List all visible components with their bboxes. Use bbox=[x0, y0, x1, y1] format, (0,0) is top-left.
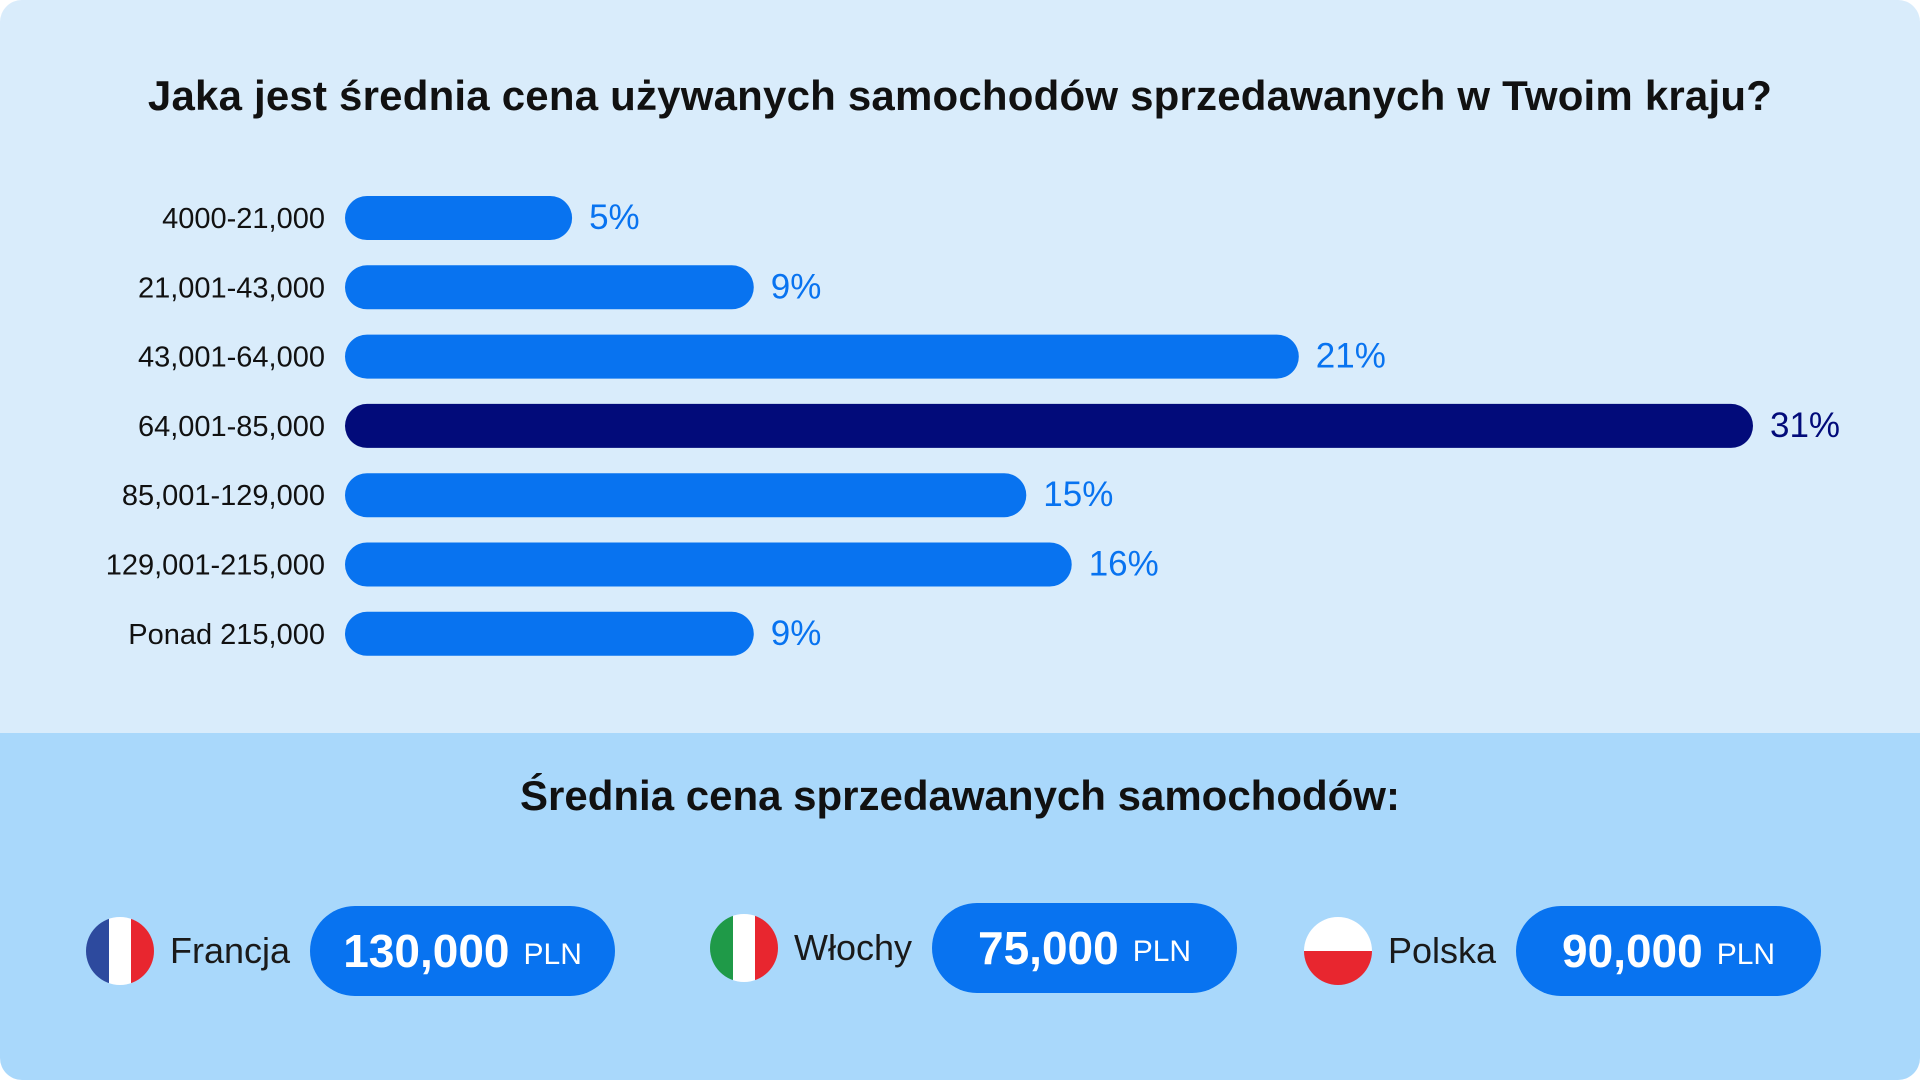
bar bbox=[345, 265, 754, 310]
category-label: 64,001-85,000 bbox=[138, 411, 325, 443]
value-label: 16% bbox=[1089, 545, 1159, 584]
bar bbox=[345, 611, 754, 656]
value-label: 21% bbox=[1316, 337, 1386, 376]
france-flag-icon bbox=[86, 917, 154, 985]
bar bbox=[345, 403, 1753, 448]
price-unit: PLN bbox=[1716, 938, 1776, 971]
bar bbox=[345, 542, 1072, 587]
bar-chart: 4000-21,000 5% 21,001-43,000 9% 43,001-64,00… bbox=[106, 196, 1840, 656]
country-name: Włochy bbox=[794, 927, 913, 968]
price-amount: 75,000 bbox=[978, 922, 1119, 974]
category-label: 21,001-43,000 bbox=[138, 272, 325, 304]
poland-flag-icon bbox=[1304, 917, 1372, 985]
value-label: 31% bbox=[1770, 406, 1840, 445]
price-unit: PLN bbox=[1132, 935, 1192, 968]
value-label: 15% bbox=[1043, 475, 1113, 514]
price-amount: 130,000 bbox=[343, 925, 510, 977]
summary-subtitle: Średnia cena sprzedawanych samochodów: bbox=[520, 772, 1400, 819]
country-name: Francja bbox=[170, 930, 291, 971]
category-label: 129,001-215,000 bbox=[106, 550, 325, 582]
country-poland: Polska 90,000 PLN bbox=[1304, 905, 1822, 997]
category-label: 4000-21,000 bbox=[162, 203, 325, 235]
category-label: Ponad 215,000 bbox=[128, 619, 325, 651]
bar bbox=[345, 473, 1027, 518]
bar bbox=[345, 196, 573, 240]
country-name: Polska bbox=[1388, 930, 1497, 971]
category-label: 85,001-129,000 bbox=[122, 480, 325, 512]
value-label: 9% bbox=[771, 614, 822, 653]
bar bbox=[345, 334, 1299, 379]
price-pill: 130,000 PLN bbox=[310, 906, 616, 996]
price-amount: 90,000 bbox=[1562, 925, 1703, 977]
country-france: Francja 130,000 PLN bbox=[86, 905, 616, 997]
country-italy: Włochy 75,000 PLN bbox=[710, 902, 1238, 994]
price-pill: 90,000 PLN bbox=[1516, 906, 1822, 996]
italy-flag-icon bbox=[710, 914, 778, 982]
value-label: 9% bbox=[771, 267, 822, 306]
chart-title: Jaka jest średnia cena używanych samocho… bbox=[147, 72, 1773, 119]
price-unit: PLN bbox=[523, 938, 582, 971]
category-label: 43,001-64,000 bbox=[138, 342, 325, 374]
price-pill: 75,000 PLN bbox=[932, 903, 1238, 993]
value-label: 5% bbox=[589, 198, 640, 237]
